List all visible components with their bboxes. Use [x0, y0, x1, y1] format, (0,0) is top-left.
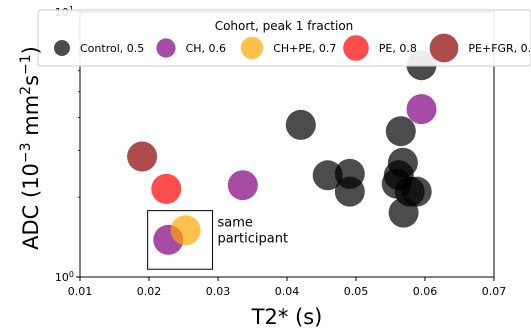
x-tick-label: 0.03: [206, 285, 231, 298]
annotation: same participant: [147, 210, 288, 270]
legend-item: Control, 0.5: [54, 40, 144, 56]
legend-item: CH, 0.6: [156, 38, 226, 58]
data-point: [334, 176, 365, 207]
legend-label: CH+PE, 0.7: [273, 42, 336, 55]
annotation-text-line2: participant: [217, 232, 288, 247]
data-point: [401, 176, 432, 207]
x-tick-label: 0.07: [482, 285, 507, 298]
legend-item: PE, 0.8: [343, 35, 417, 61]
axes-layer: 0.010.020.030.040.050.060.07100101: [55, 5, 506, 299]
y-axis-label: ADC (10−3 mm2s−1): [18, 46, 43, 250]
data-point: [151, 173, 182, 204]
legend-marker: [240, 36, 264, 60]
data-point: [387, 147, 418, 178]
x-tick-label: 0.01: [68, 285, 93, 298]
y-tick-label: 100: [55, 270, 74, 285]
legend-item: PE+FGR, 0.9: [429, 33, 531, 63]
legend-item: CH+PE, 0.7: [240, 36, 336, 60]
x-axis-label: T2* (s): [251, 305, 323, 329]
x-tick-label: 0.02: [137, 285, 162, 298]
data-point: [127, 141, 158, 172]
data-point: [170, 215, 201, 246]
x-tick-label: 0.04: [275, 285, 300, 298]
legend-items: Control, 0.5 CH, 0.6 CH+PE, 0.7 PE, 0.8 PE+F…: [54, 33, 531, 63]
x-tick-label: 0.06: [413, 285, 438, 298]
legend-marker: [54, 40, 70, 56]
legend-marker: [343, 35, 369, 61]
points-layer: [127, 50, 437, 255]
legend-title: Cohort, peak 1 fraction: [215, 19, 354, 33]
legend: Cohort, peak 1 fraction Control, 0.5 CH, …: [37, 9, 531, 67]
data-point: [312, 160, 343, 191]
data-point: [406, 94, 437, 125]
x-tick-label: 0.05: [344, 285, 369, 298]
legend-label: Control, 0.5: [80, 42, 144, 55]
legend-marker: [156, 38, 176, 58]
legend-label: CH, 0.6: [186, 42, 226, 55]
annotation-box: [147, 210, 213, 270]
legend-label: PE+FGR, 0.9: [468, 42, 531, 55]
data-point: [285, 109, 316, 140]
data-point: [385, 116, 416, 147]
legend-label: PE, 0.8: [379, 42, 417, 55]
legend-marker: [429, 33, 459, 63]
data-point: [227, 170, 258, 201]
annotation-text-line1: same: [217, 216, 252, 231]
